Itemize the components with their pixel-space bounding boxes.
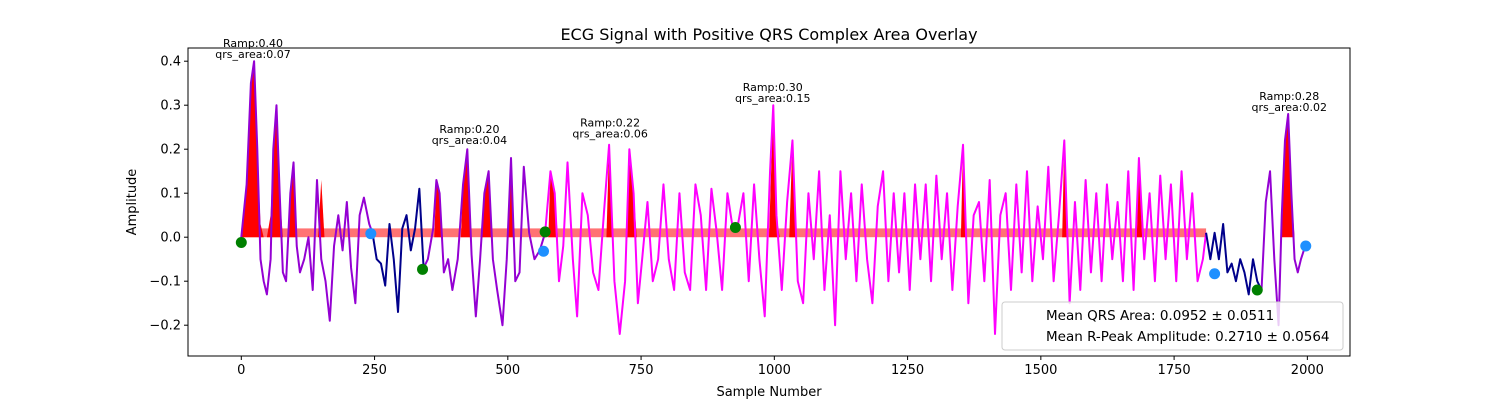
signal-segment-2 [422, 148, 547, 327]
qrs-start-marker [235, 236, 247, 248]
signal-segment-4 [737, 104, 1208, 335]
annotation-qrs-area: qrs_area:0.15 [735, 92, 810, 105]
chart-title: ECG Signal with Positive QRS Complex Are… [560, 25, 977, 44]
annotation-ramp: Ramp:0.30 [743, 81, 803, 94]
annotation-ramp: Ramp:0.40 [223, 37, 283, 50]
qrs-start-marker [1251, 284, 1263, 296]
annotation-qrs-area: qrs_area:0.06 [572, 127, 647, 140]
x-tick-label: 2000 [1291, 363, 1324, 378]
y-tick-label: 0.3 [160, 99, 181, 114]
x-tick-label: 500 [495, 363, 520, 378]
legend-box [1001, 301, 1344, 351]
x-axis-ticks: 0 250 500 750 1000 1250 1500 1750 2000 [237, 356, 1324, 378]
qrs-start-marker [539, 226, 551, 238]
x-tick-label: 250 [362, 363, 387, 378]
annotation-qrs-area: qrs_area:0.02 [1252, 101, 1327, 114]
qrs-fill-region-12 [789, 140, 796, 238]
qrs-fill-region-15 [1136, 158, 1143, 238]
qrs-fill-region-2 [288, 162, 297, 238]
y-axis-ticks: −0.2 −0.1 0.0 0.1 0.2 0.3 0.4 [149, 55, 188, 334]
r-peak-annotations: Ramp:0.40qrs_area:0.07Ramp:0.20qrs_area:… [215, 37, 1327, 147]
signal-segment-3 [544, 143, 739, 335]
qrs-end-marker [365, 228, 377, 240]
annotation-qrs-area: qrs_area:0.07 [215, 48, 290, 61]
x-tick-label: 1000 [758, 363, 791, 378]
legend: Mean QRS Area: 0.0952 ± 0.0511 Mean R-Pe… [1001, 301, 1344, 351]
x-tick-label: 750 [629, 363, 654, 378]
qrs-markers [235, 222, 1312, 296]
qrs-start-marker [729, 222, 741, 234]
plot-frame [187, 47, 1351, 357]
y-tick-label: 0.4 [160, 55, 181, 70]
legend-entry-qrs-area: Mean QRS Area: 0.0952 ± 0.0511 [1046, 308, 1274, 324]
qrs-baseline-band [241, 228, 1207, 238]
y-axis-label: Amplitude [125, 169, 140, 236]
signal-segment-6 [1260, 113, 1307, 327]
x-axis-label: Sample Number [716, 385, 822, 400]
qrs-end-marker [538, 245, 550, 257]
annotation-ramp: Ramp:0.20 [439, 123, 499, 136]
annotation-ramp: Ramp:0.22 [580, 116, 640, 129]
x-tick-label: 1250 [891, 363, 924, 378]
qrs-end-marker [1300, 240, 1312, 252]
legend-entry-r-peak: Mean R-Peak Amplitude: 0.2710 ± 0.0564 [1046, 329, 1330, 345]
y-tick-label: 0.1 [160, 187, 181, 202]
signal-segment-5 [1205, 223, 1263, 296]
qrs-end-marker [1209, 268, 1221, 280]
ecg-signal-lines [240, 60, 1307, 335]
x-tick-label: 0 [237, 363, 245, 378]
y-tick-label: 0.0 [160, 231, 181, 246]
x-tick-label: 1500 [1024, 363, 1057, 378]
y-tick-label: 0.2 [160, 143, 181, 158]
qrs-fill-region-1 [266, 105, 283, 238]
y-tick-label: −0.2 [149, 319, 181, 334]
x-tick-label: 1750 [1158, 363, 1191, 378]
y-tick-label: −0.1 [149, 275, 181, 290]
qrs-start-marker [417, 263, 429, 275]
annotation-qrs-area: qrs_area:0.04 [432, 134, 507, 147]
annotation-ramp: Ramp:0.28 [1259, 90, 1319, 103]
signal-segment-0 [240, 60, 374, 322]
signal-segment-1 [371, 187, 425, 313]
